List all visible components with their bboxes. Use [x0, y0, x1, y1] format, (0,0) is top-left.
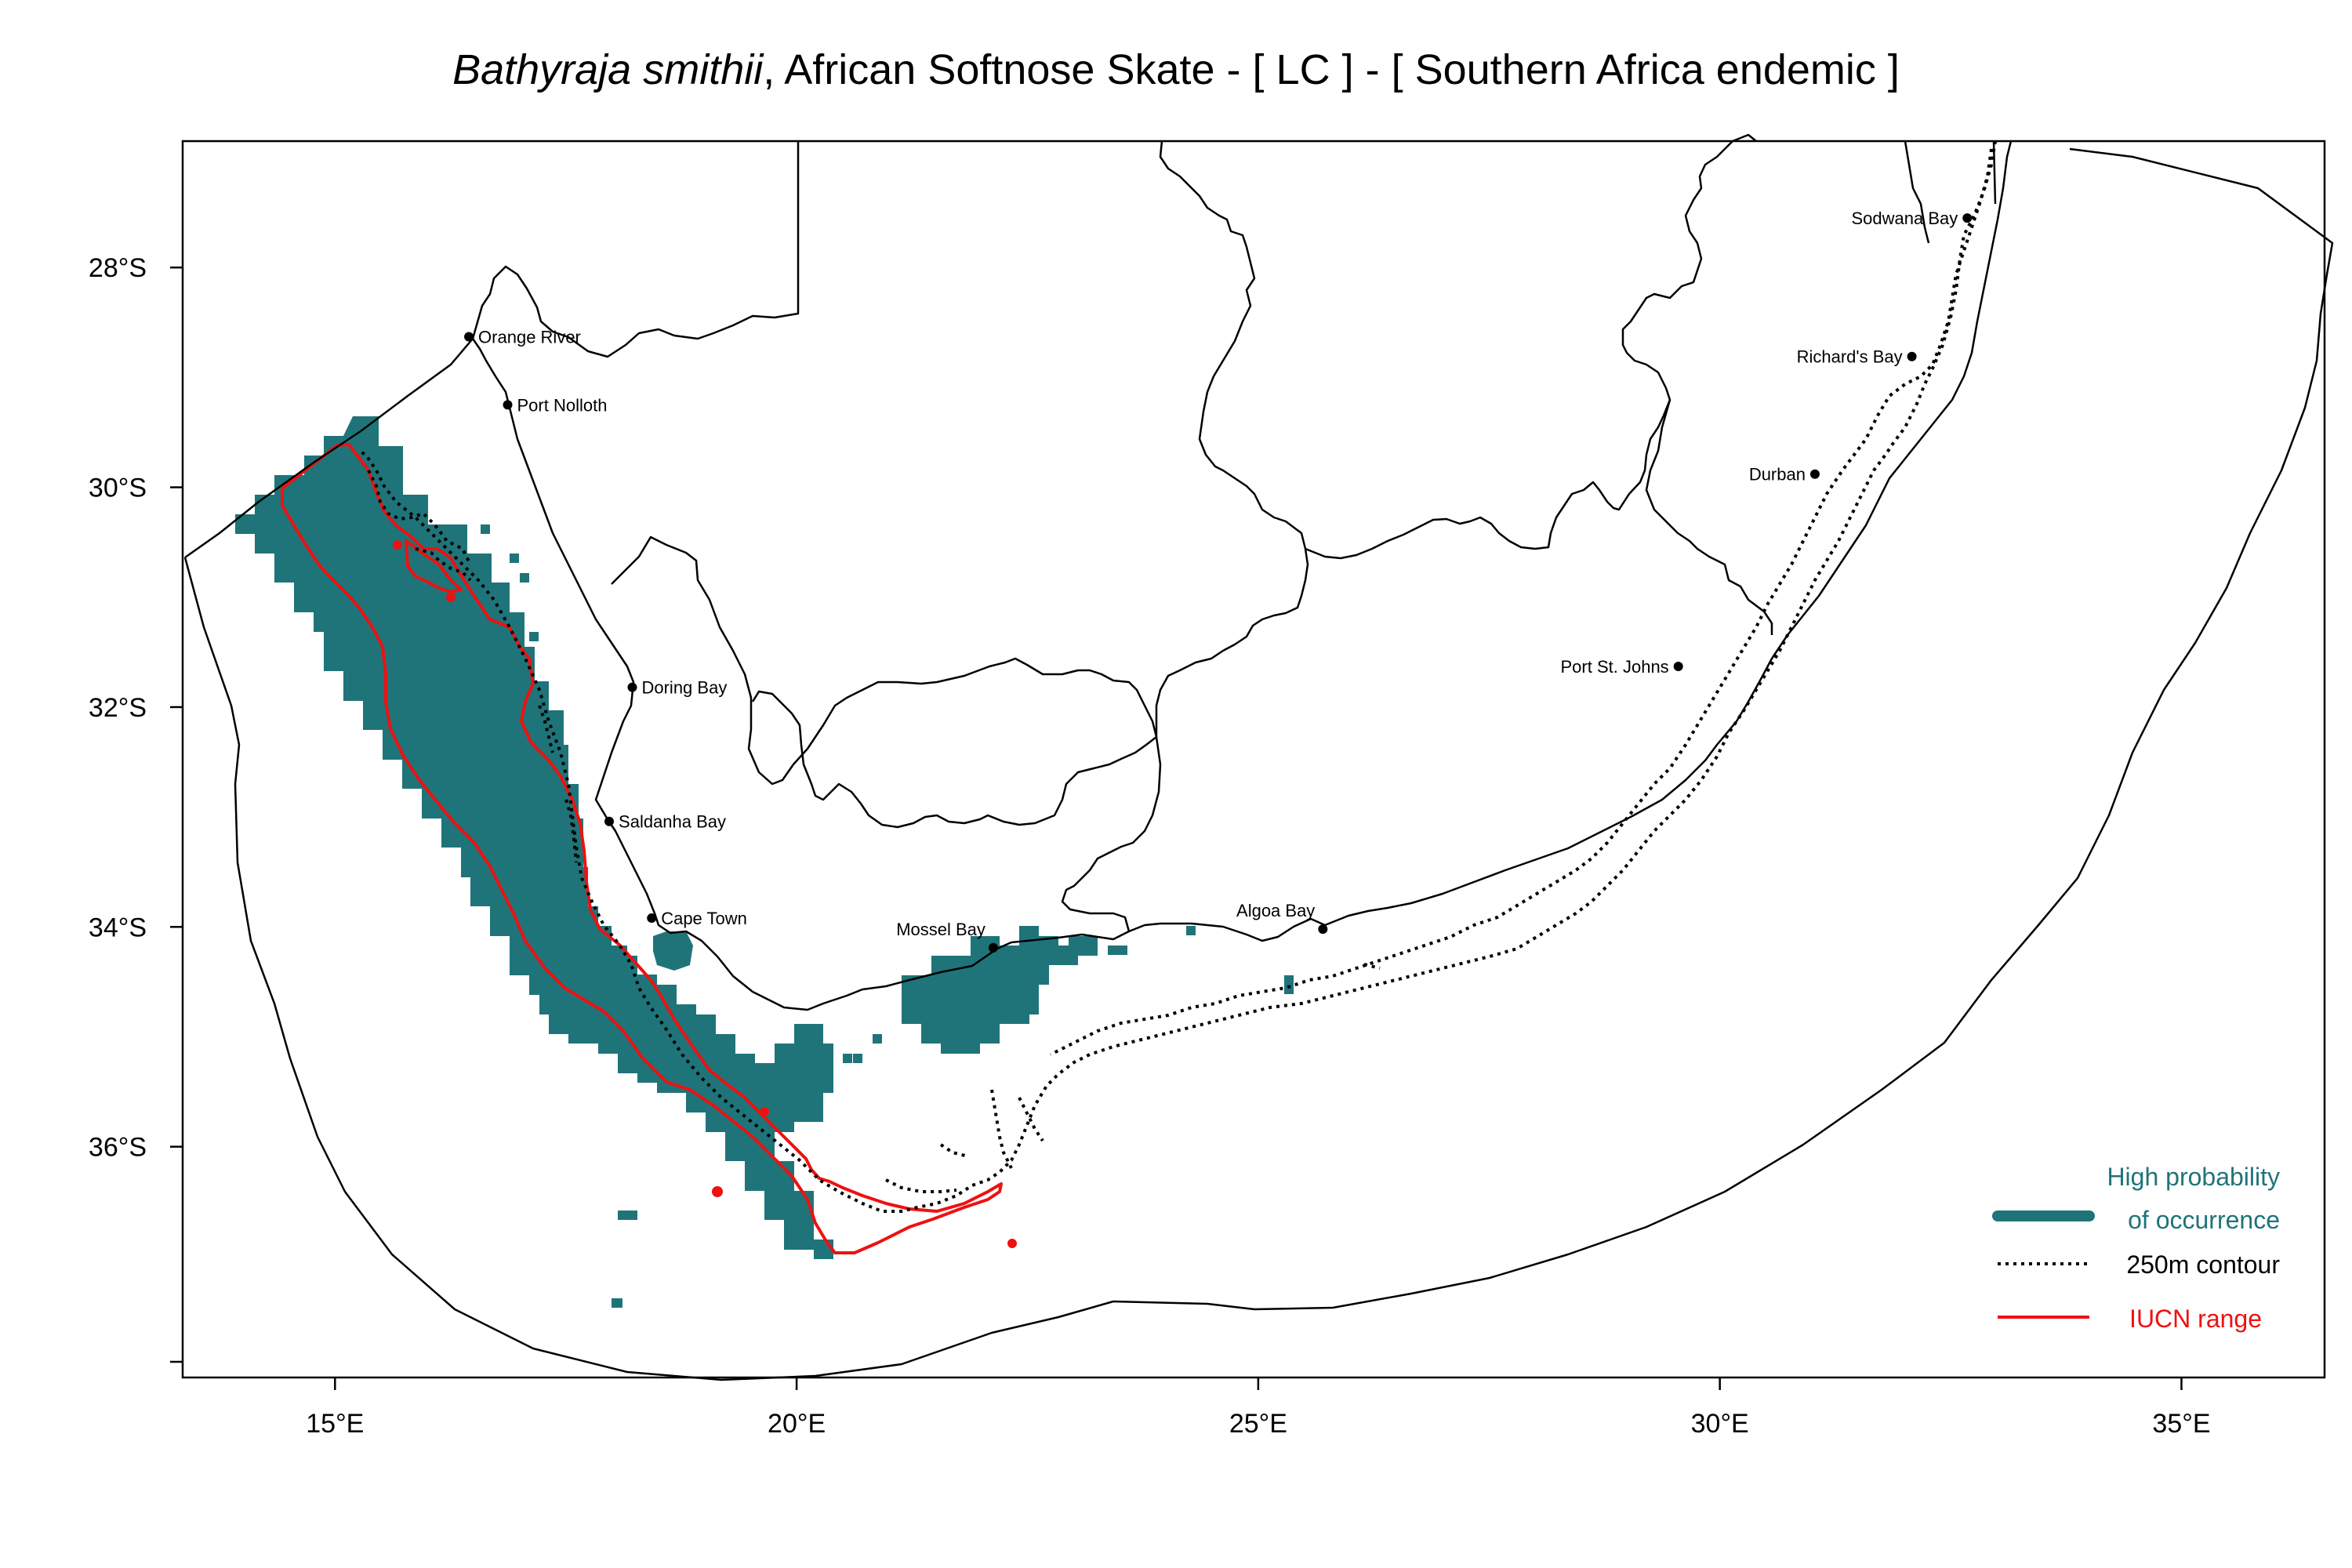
title-rest: , African Softnose Skate - [ LC ] - [ So… — [763, 46, 1900, 93]
iucn-inner-loop — [405, 539, 463, 593]
place-dot — [1907, 351, 1917, 361]
place-label: Cape Town — [661, 909, 747, 928]
place-label: Richard's Bay — [1797, 347, 1903, 367]
eswatini-border — [1904, 140, 1930, 244]
place-markers: Orange River Port Nolloth Doring Bay Saldan… — [464, 209, 1973, 953]
false-bay-occurrence — [653, 931, 693, 971]
western-cape-eastern-cape-border — [1061, 736, 1162, 932]
map-title: Bathyraja smithii, African Softnose Skat… — [0, 45, 2352, 94]
coastline — [471, 140, 2013, 1011]
place-dot — [503, 400, 513, 410]
contour-island — [939, 1143, 969, 1158]
place-dot — [1318, 924, 1328, 935]
map-frame — [181, 140, 2326, 1379]
legend-high-probability-label: High probability — [2107, 1163, 2280, 1191]
lat-tick-label: 36°S — [89, 1133, 147, 1163]
northern-cape-western-cape-border — [611, 535, 1158, 829]
contour-line — [359, 140, 1997, 1213]
place-label: Orange River — [478, 328, 581, 347]
contour-island — [1363, 963, 1381, 970]
legend-contour-label: 250m contour — [2126, 1250, 2280, 1279]
contour-island — [990, 1089, 1013, 1169]
place-dot — [1673, 662, 1683, 672]
contour-island — [415, 547, 472, 582]
place-dot — [464, 332, 474, 342]
place-dot — [988, 942, 998, 953]
northwest-eez-line — [184, 338, 474, 559]
mossel-bay-nearshore-occurrence — [1010, 936, 1098, 975]
axis-ticks: 28°S 30°S 32°S 34°S 36°S 15°E 20°E 25°E 30°E 35°E — [89, 253, 2211, 1439]
contour-island — [885, 1178, 957, 1193]
iucn-range-outline — [281, 443, 1003, 1254]
place-dot — [1809, 469, 1820, 479]
west-coast-occurrence-band — [235, 416, 833, 1259]
place-label: Mossel Bay — [896, 920, 985, 939]
place-label: Doring Bay — [641, 678, 727, 698]
lon-tick-label: 20°E — [768, 1409, 826, 1439]
place-label: Durban — [1749, 465, 1806, 485]
northern-cape-free-state-border — [1155, 140, 1309, 737]
place-dot — [1962, 213, 1973, 223]
lon-tick-label: 35°E — [2152, 1409, 2210, 1439]
place-dot — [627, 682, 637, 692]
place-label: Port St. Johns — [1561, 657, 1669, 677]
contour-island — [367, 470, 472, 565]
lon-tick-label: 25°E — [1229, 1409, 1287, 1439]
contour-island — [1018, 1097, 1044, 1142]
lat-tick-label: 28°S — [89, 253, 147, 283]
place-label: Algoa Bay — [1236, 901, 1315, 920]
legend-of-occurrence-label: of occurrence — [2128, 1206, 2280, 1234]
contour-island — [564, 799, 578, 863]
iucn-range — [281, 443, 1017, 1254]
contour-island — [538, 705, 554, 753]
place-dot — [647, 913, 657, 924]
place-label: Sodwana Bay — [1852, 209, 1958, 228]
250m-contour — [359, 140, 1997, 1213]
iucn-patch — [1007, 1239, 1017, 1248]
iucn-patch — [446, 593, 456, 602]
legend-iucn-label: IUCN range — [2129, 1305, 2262, 1333]
species-name: Bathyraja smithii — [452, 46, 764, 93]
place-label: Saldanha Bay — [619, 812, 726, 832]
lat-tick-label: 30°S — [89, 474, 147, 503]
iucn-patch — [712, 1186, 723, 1197]
place-dot — [604, 816, 615, 826]
legend: High probability of occurrence 250m cont… — [1992, 1163, 2280, 1333]
contour-line — [1050, 148, 1993, 1056]
free-state-lesotho-border — [1305, 133, 1757, 560]
eez-outline — [183, 147, 2334, 1381]
kzn-eastern-cape-border — [1645, 399, 1773, 635]
occurrence-area — [235, 416, 1294, 1308]
lon-tick-label: 30°E — [1691, 1409, 1749, 1439]
place-label: Port Nolloth — [517, 395, 608, 415]
lat-tick-label: 32°S — [89, 693, 147, 723]
lat-tick-label: 34°S — [89, 913, 147, 942]
iucn-patch — [393, 540, 402, 550]
iucn-patch — [760, 1107, 769, 1116]
lon-tick-label: 15°E — [306, 1409, 364, 1439]
namibia-border — [471, 141, 800, 358]
scattered-occurrence-cells — [481, 524, 1294, 1308]
